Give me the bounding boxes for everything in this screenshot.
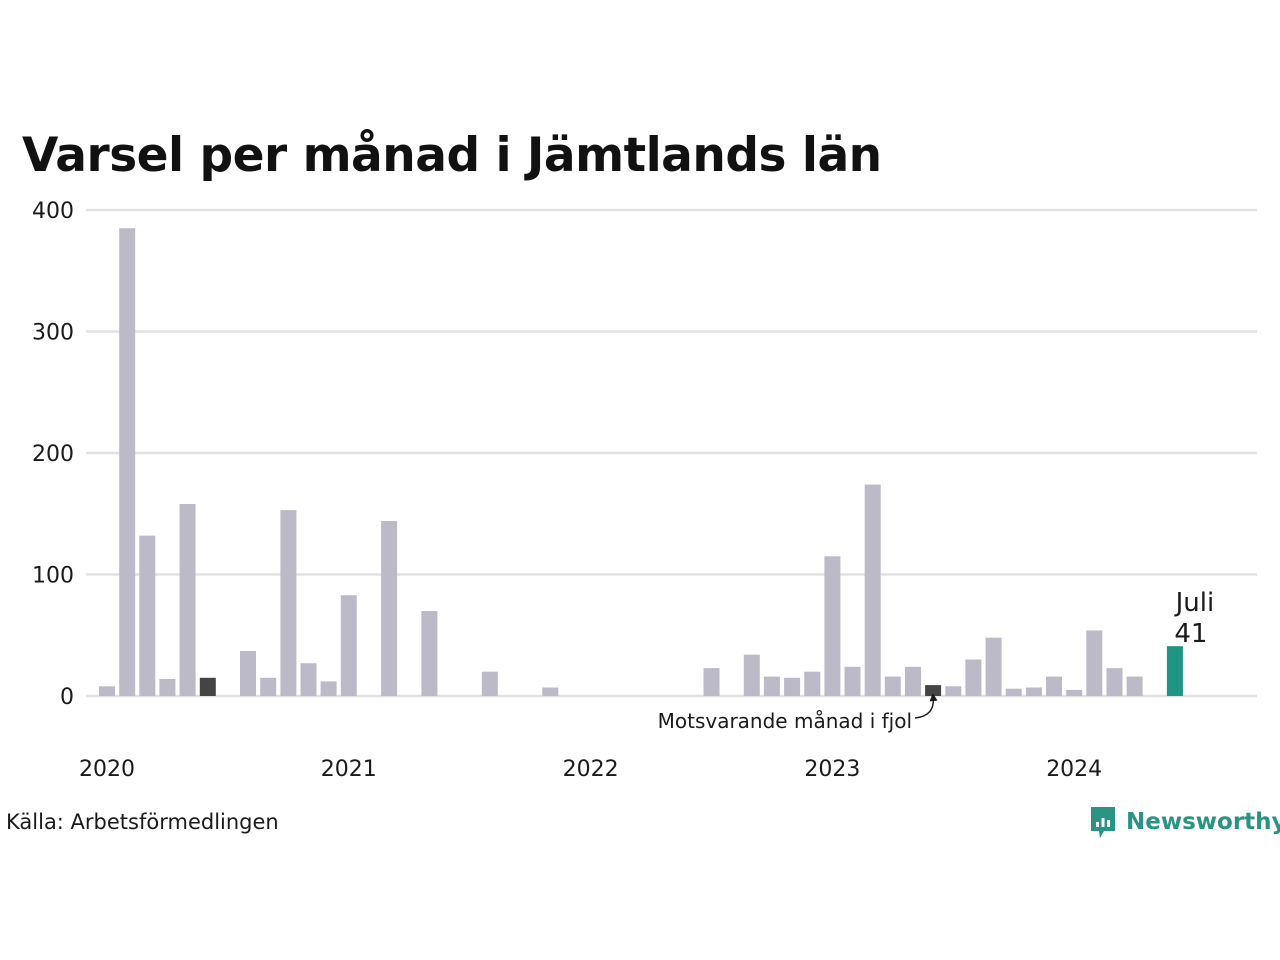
bar (280, 510, 297, 696)
y-tick-label: 400 (32, 199, 74, 224)
y-tick-label: 0 (60, 685, 74, 710)
bar (864, 484, 881, 696)
bar (784, 677, 801, 696)
bars (99, 228, 1183, 696)
bar (139, 535, 156, 696)
bar (1166, 646, 1183, 696)
bar (421, 611, 438, 696)
previous-year-annotation: Motsvarande månad i fjol (658, 709, 912, 733)
bar (320, 681, 337, 696)
bar (260, 677, 277, 696)
current-value-label: 41 (1174, 619, 1207, 649)
bar (159, 679, 176, 696)
chart-title: Varsel per månad i Jämtlands län (22, 128, 882, 183)
y-tick-label: 100 (32, 564, 74, 589)
bar (1066, 689, 1083, 696)
x-tick-label: 2020 (79, 757, 135, 782)
bar (743, 654, 760, 696)
bar (804, 671, 821, 696)
newsworthy-logo[interactable]: Newsworthy (1088, 804, 1280, 840)
bar (824, 556, 841, 696)
bar (1106, 668, 1123, 696)
bar (1025, 687, 1042, 696)
annotation-arrow (914, 693, 938, 719)
bar (703, 668, 720, 696)
bar (905, 666, 921, 696)
bar (381, 521, 398, 696)
bar (945, 686, 962, 696)
bar (481, 671, 498, 696)
current-month-label: Juli (1174, 588, 1215, 618)
gridlines (86, 208, 1257, 698)
bar (1086, 630, 1103, 696)
bar (884, 676, 901, 696)
bar (542, 687, 559, 696)
bar (240, 651, 256, 696)
x-tick-label: 2024 (1046, 757, 1102, 782)
x-tick-label: 2022 (563, 757, 619, 782)
bar (199, 677, 216, 696)
y-tick-label: 200 (32, 442, 74, 467)
y-tick-label: 300 (32, 321, 74, 346)
x-tick-label: 2021 (321, 757, 377, 782)
bar (1126, 676, 1143, 696)
bar (1005, 688, 1022, 696)
bar (1046, 676, 1062, 696)
bar (925, 685, 942, 696)
brand-name: Newsworthy (1126, 809, 1280, 835)
bar (763, 676, 780, 696)
bar (340, 595, 357, 696)
bar (179, 504, 196, 696)
newsworthy-icon (1091, 807, 1115, 838)
bar (300, 663, 317, 696)
bar (99, 686, 115, 696)
bar (119, 228, 136, 696)
bar (965, 659, 982, 696)
bar (844, 666, 861, 696)
x-tick-label: 2023 (804, 757, 860, 782)
bar (985, 637, 1002, 696)
source-note: Källa: Arbetsförmedlingen (6, 810, 279, 834)
